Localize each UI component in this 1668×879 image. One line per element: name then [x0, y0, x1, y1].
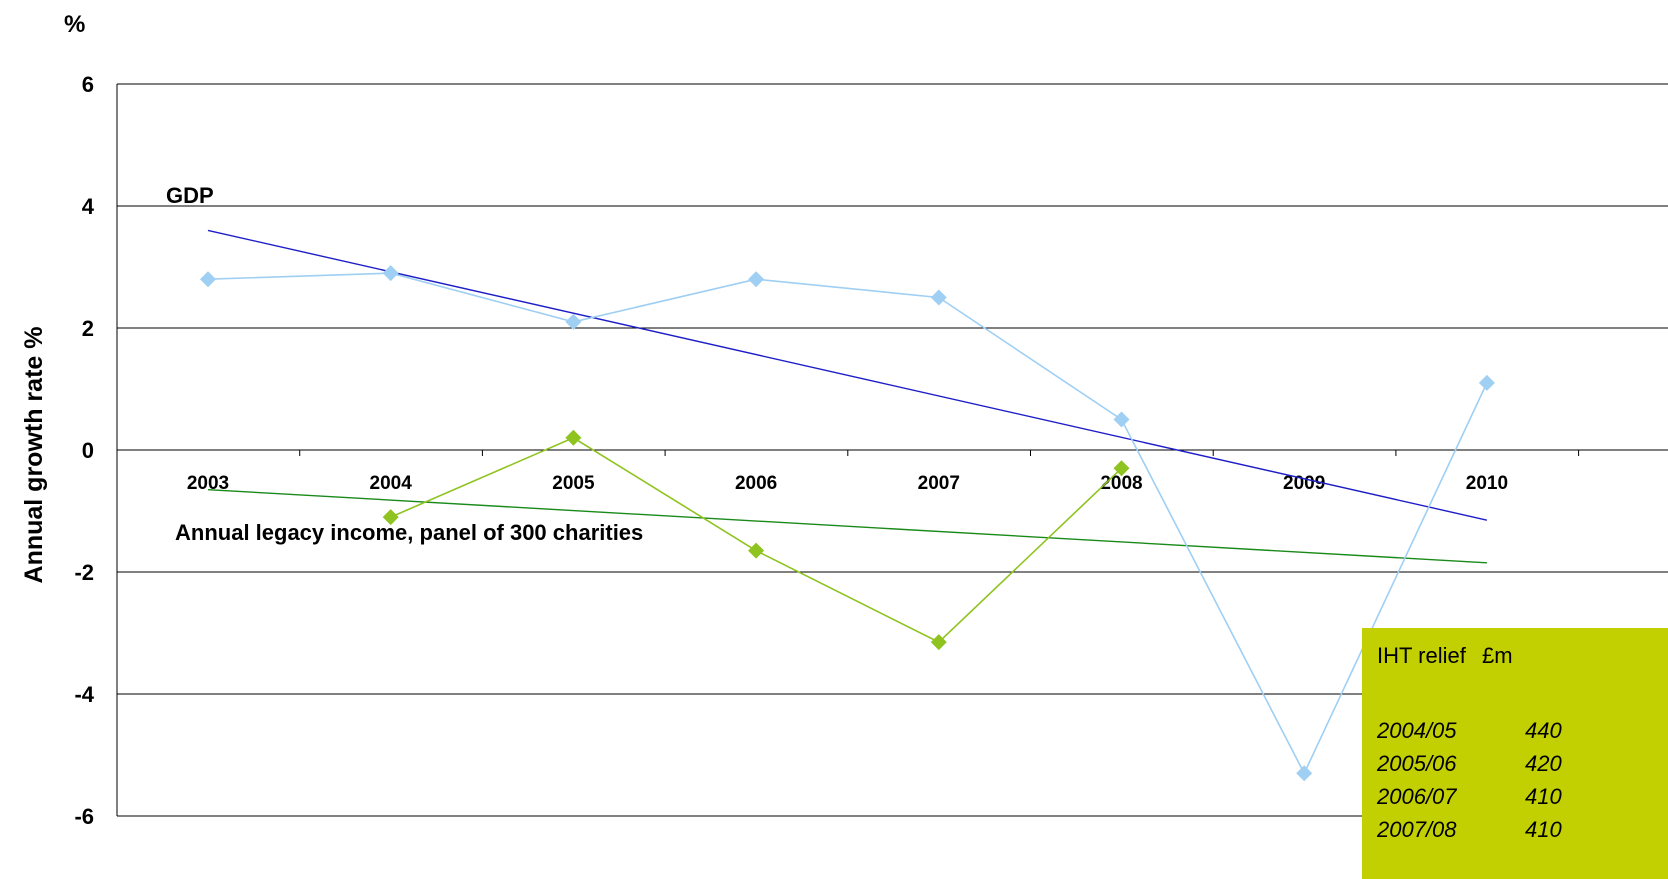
- trendline: [207, 488, 1487, 564]
- y-tick-label: -2: [74, 560, 94, 585]
- y-tick-label: -4: [74, 682, 94, 707]
- data-point-marker: [382, 509, 399, 526]
- iht-row-value: 420: [1525, 751, 1562, 776]
- iht-header-unit: £m: [1481, 643, 1513, 668]
- y-axis-label: Annual growth rate %: [20, 327, 48, 584]
- iht-row-year: 2007/08: [1377, 817, 1457, 842]
- trendlines: [207, 229, 1488, 564]
- y-unit-label: %: [64, 11, 85, 38]
- iht-header-label: IHT relief: [1377, 643, 1466, 668]
- iht-table-header: IHT relief £m: [1377, 643, 1523, 669]
- iht-row-value: 410: [1525, 817, 1562, 842]
- x-tick-label: 2003: [187, 473, 229, 494]
- iht-row-year: 2006/07: [1377, 784, 1457, 809]
- iht-row: 2006/07 410: [1377, 784, 1562, 810]
- x-tick-label: 2005: [552, 473, 595, 494]
- iht-row: 2004/05 440: [1377, 718, 1562, 744]
- data-point-marker: [930, 634, 947, 651]
- iht-row: 2007/08 410: [1377, 817, 1562, 843]
- data-point-marker: [748, 542, 765, 559]
- data-point-marker: [930, 289, 947, 306]
- gridlines: [117, 83, 1668, 817]
- iht-row-year: 2004/05: [1377, 718, 1457, 743]
- y-tick-labels: 6 4 2 0 -2 -4 -6: [74, 72, 94, 829]
- x-tick-label: 2006: [735, 473, 777, 494]
- y-tick-label: 2: [82, 316, 94, 341]
- x-tick-label: 2004: [370, 473, 413, 494]
- y-tick-label: -6: [74, 804, 94, 829]
- data-point-marker: [382, 265, 399, 282]
- data-point-marker: [1113, 411, 1130, 428]
- x-tick-label: 2007: [918, 473, 960, 494]
- series-legacy-income: [382, 429, 1130, 651]
- legacy-annotation: Annual legacy income, panel of 300 chari…: [175, 520, 643, 545]
- iht-row: 2005/06 420: [1377, 751, 1562, 777]
- series-lines: [200, 265, 1495, 782]
- gdp-annotation: GDP: [166, 183, 214, 208]
- y-tick-label: 4: [82, 194, 95, 219]
- data-point-marker: [1478, 374, 1495, 391]
- x-tick-label: 2010: [1466, 473, 1508, 494]
- iht-row-value: 440: [1525, 718, 1562, 743]
- iht-row-year: 2005/06: [1377, 751, 1457, 776]
- y-tick-label: 0: [82, 438, 94, 463]
- data-point-marker: [748, 271, 765, 288]
- iht-row-value: 410: [1525, 784, 1562, 809]
- series-gdp: [200, 265, 1495, 782]
- trendline: [207, 229, 1488, 521]
- iht-relief-table: IHT relief £m 2004/05 440 2005/06 420 2006…: [1362, 628, 1668, 879]
- x-tick-label: 2009: [1283, 473, 1325, 494]
- series-line: [207, 272, 1488, 776]
- data-point-marker: [1296, 765, 1313, 782]
- y-tick-label: 6: [82, 72, 94, 97]
- data-point-marker: [200, 271, 216, 288]
- data-point-marker: [1113, 460, 1130, 477]
- data-point-marker: [565, 429, 582, 446]
- data-point-marker: [565, 313, 582, 330]
